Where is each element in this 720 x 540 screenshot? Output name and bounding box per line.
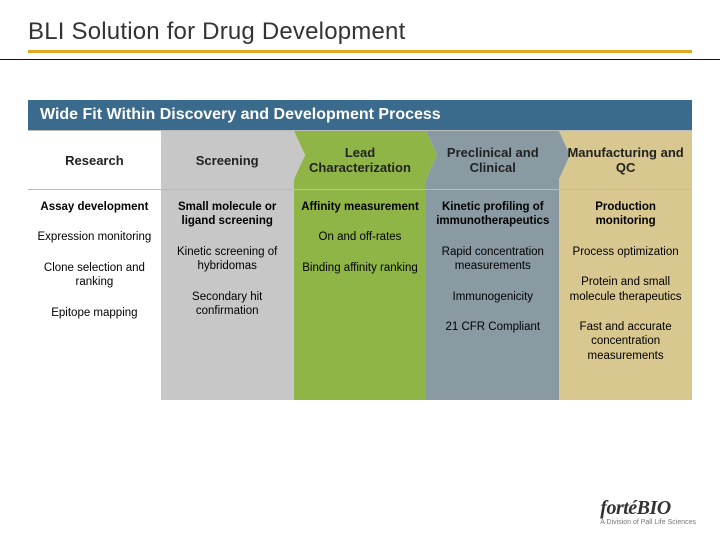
stage-column: Kinetic profiling of immunotherapeutics R… (426, 190, 559, 400)
stage-item: Clone selection and ranking (34, 261, 155, 290)
stage-item: Protein and small molecule therapeutics (565, 275, 686, 304)
logo-text: fortéBIO (600, 497, 696, 520)
stage-header-label: Screening (196, 153, 259, 168)
stage-item: Epitope mapping (51, 306, 137, 320)
stage-body-row: Assay development Expression monitoring Cl… (28, 190, 692, 400)
stage-headers-row: Research Screening Lead Characterization Pr… (28, 130, 692, 190)
stage-header: Lead Characterization (294, 131, 427, 189)
stage-item: Fast and accurate concentration measurem… (565, 320, 686, 363)
stage-header: Preclinical and Clinical (426, 131, 559, 189)
stage-item: On and off-rates (319, 230, 402, 244)
stage-item: Assay development (40, 200, 148, 214)
stage-item: Expression monitoring (38, 230, 152, 244)
stage-header: Screening (161, 131, 294, 189)
logo-tagline: A Division of Pall Life Sciences (600, 519, 696, 526)
stage-item: Immunogenicity (453, 290, 534, 304)
section-banner: Wide Fit Within Discovery and Developmen… (28, 100, 692, 130)
stage-item: Rapid concentration measurements (432, 245, 553, 274)
stage-item: Small molecule or ligand screening (167, 200, 288, 229)
page-title: BLI Solution for Drug Development (28, 18, 692, 46)
stage-item: Affinity measurement (301, 200, 419, 214)
stage-item: Secondary hit confirmation (167, 290, 288, 319)
stage-column: Small molecule or ligand screening Kineti… (161, 190, 294, 400)
stage-column: Production monitoring Process optimizatio… (559, 190, 692, 400)
stage-header-label: Lead Characterization (300, 145, 421, 175)
stage-item: Process optimization (573, 245, 679, 259)
separator (0, 59, 720, 60)
stage-header-label: Research (65, 153, 124, 168)
stage-column: Assay development Expression monitoring Cl… (28, 190, 161, 400)
stage-item: Kinetic screening of hybridomas (167, 245, 288, 274)
stage-column: Affinity measurement On and off-rates Bind… (294, 190, 427, 400)
stage-item: Binding affinity ranking (302, 261, 418, 275)
process-table: Research Screening Lead Characterization Pr… (28, 130, 692, 400)
stage-item: 21 CFR Compliant (445, 320, 540, 334)
title-underline (28, 50, 692, 53)
stage-item: Production monitoring (565, 200, 686, 229)
stage-item: Kinetic profiling of immunotherapeutics (432, 200, 553, 229)
stage-header: Manufacturing and QC (559, 131, 692, 189)
brand-logo: fortéBIO A Division of Pall Life Science… (600, 497, 696, 526)
stage-header: Research (28, 131, 161, 189)
stage-header-label: Preclinical and Clinical (432, 145, 553, 175)
stage-header-label: Manufacturing and QC (565, 145, 686, 175)
